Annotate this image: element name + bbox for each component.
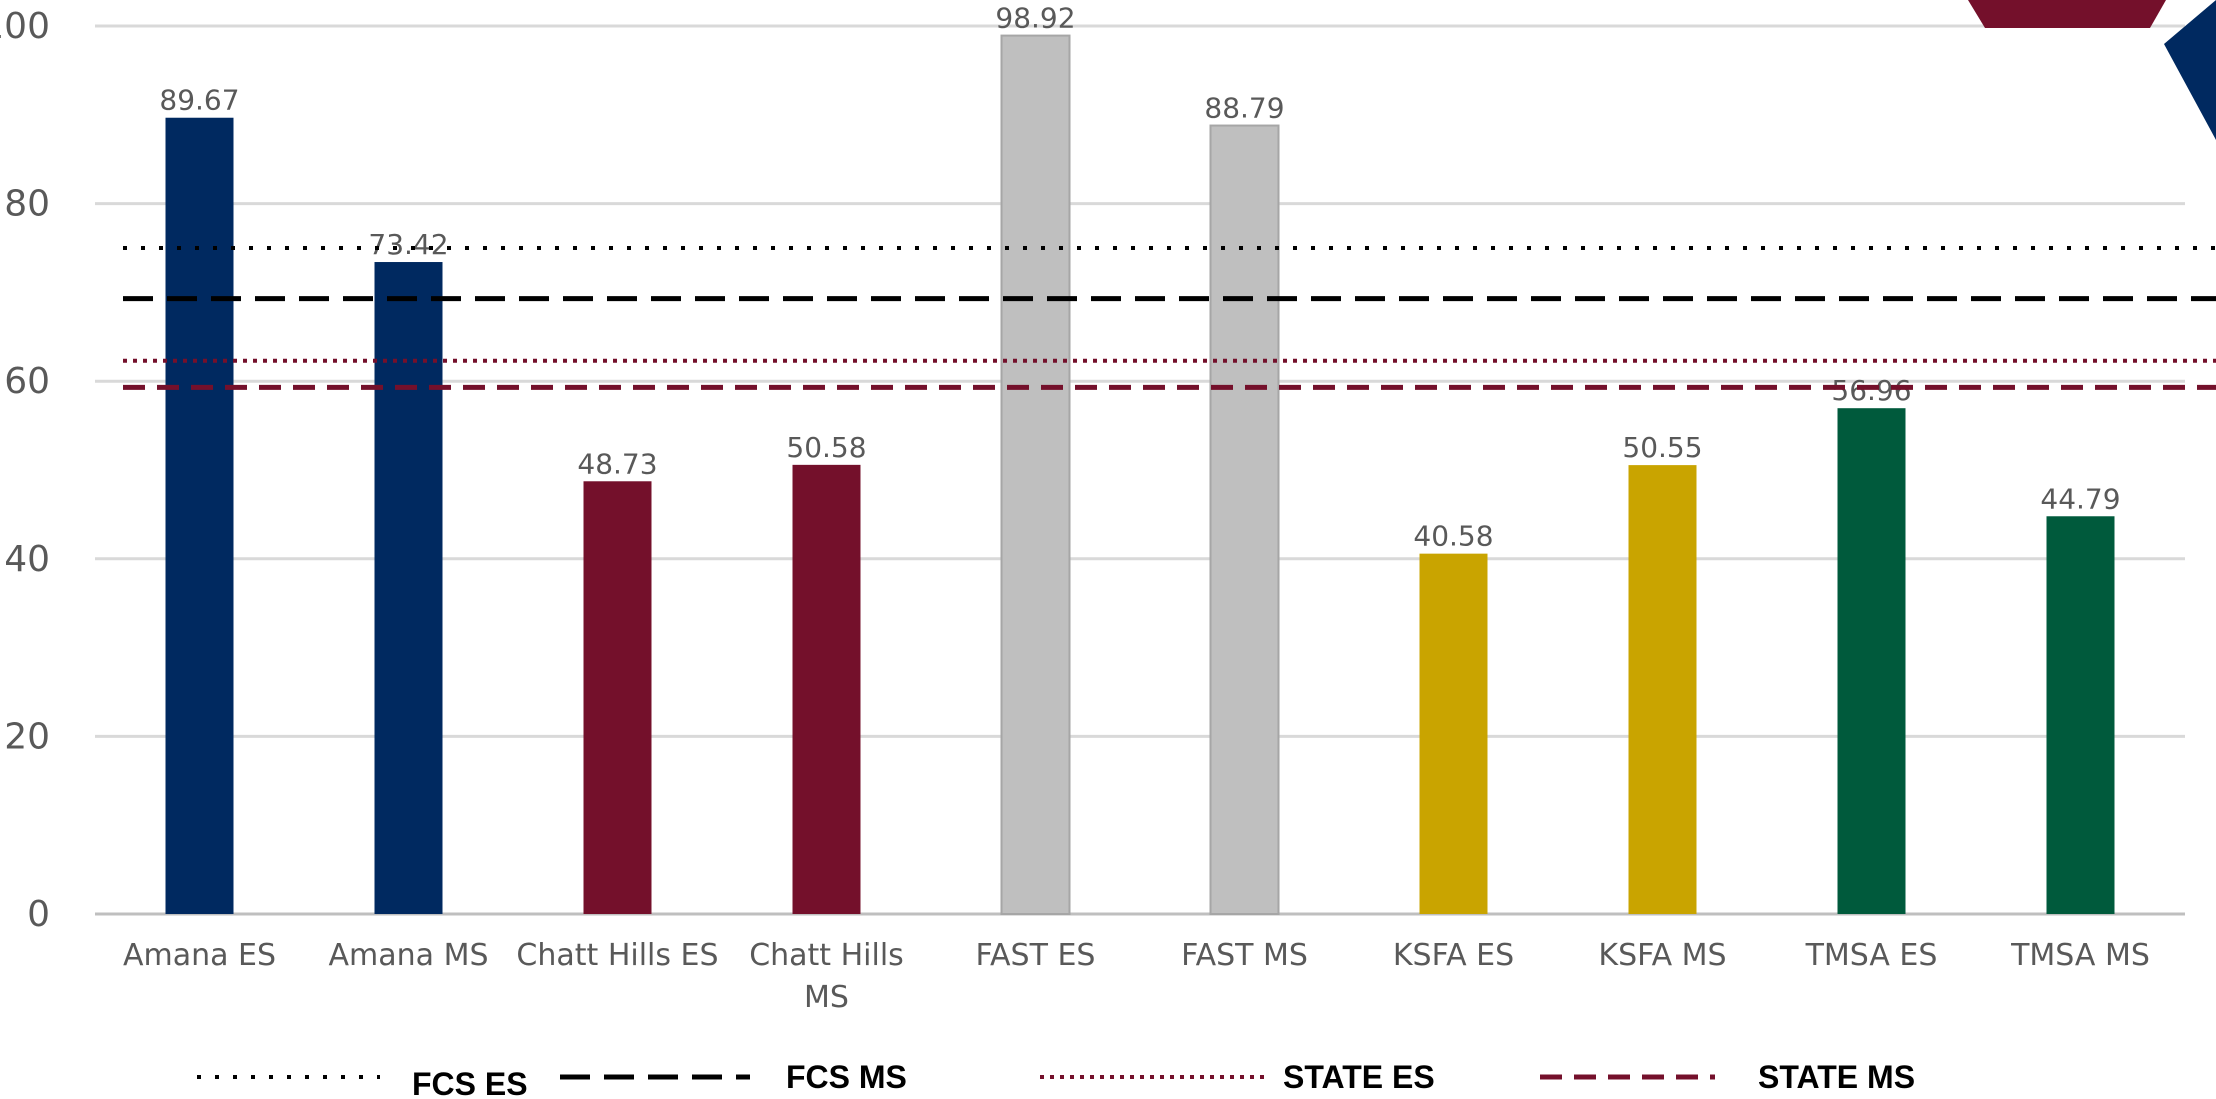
x-tick-label: KSFA MS [1598,938,1726,973]
y-axis-tick-labels: 0 20 40 60 80 100 [0,6,50,935]
data-label: 98.92 [995,2,1075,35]
bar [583,481,652,914]
data-label: 40.58 [1413,520,1493,553]
data-label: 88.79 [1204,92,1284,125]
corner-navy-shape [2164,0,2216,140]
x-tick-label: Chatt Hills MS [749,938,904,1015]
bar [1837,408,1906,914]
x-tick-label: Amana MS [329,938,489,973]
legend-label: FCS MS [786,1059,907,1095]
y-tick-label: 80 [4,184,50,225]
bar [792,464,861,914]
legend-label: STATE ES [1283,1059,1435,1095]
bar [2046,516,2115,914]
bar [374,262,443,914]
data-label: 44.79 [2040,482,2120,515]
x-axis-category-labels: Amana ES Amana MS Chatt Hills ES Chatt Hill… [123,938,2150,1015]
x-tick-label: FAST MS [1181,938,1308,973]
y-tick-label: 40 [4,539,50,580]
x-tick-label: TMSA ES [1805,938,1938,973]
legend: FCS ES FCS MS STATE ES STATE MS [197,1059,1915,1099]
data-labels: 89.67 73.42 48.73 50.58 98.92 88.79 40.58 50.55… [159,2,2120,553]
bar [1419,553,1488,914]
bar [165,117,234,914]
x-tick-label: Amana ES [123,938,276,973]
bars [165,34,2115,916]
y-tick-label: 100 [0,6,50,47]
gridlines [95,24,2185,916]
corner-maroon-shape [1968,0,2166,28]
bar [1209,124,1280,915]
data-label: 89.67 [159,84,239,117]
bar [1628,465,1697,914]
legend-label: STATE MS [1758,1059,1915,1095]
bar [1000,34,1071,916]
data-label: 73.42 [368,228,448,261]
y-tick-label: 60 [4,361,50,402]
x-tick-label: FAST ES [976,938,1096,973]
data-label: 48.73 [577,447,657,480]
data-label: 50.58 [786,431,866,464]
y-tick-label: 0 [27,894,50,935]
x-tick-label: KSFA ES [1393,938,1514,973]
data-label: 50.55 [1622,431,1702,464]
y-tick-label: 20 [4,716,50,757]
x-tick-label: TMSA MS [2010,938,2150,973]
corner-logo-shapes [1968,0,2216,140]
x-tick-label: Chatt Hills ES [516,938,718,973]
legend-label: FCS ES [412,1066,528,1099]
data-label: 56.96 [1831,374,1911,407]
reference-lines [123,246,2216,390]
